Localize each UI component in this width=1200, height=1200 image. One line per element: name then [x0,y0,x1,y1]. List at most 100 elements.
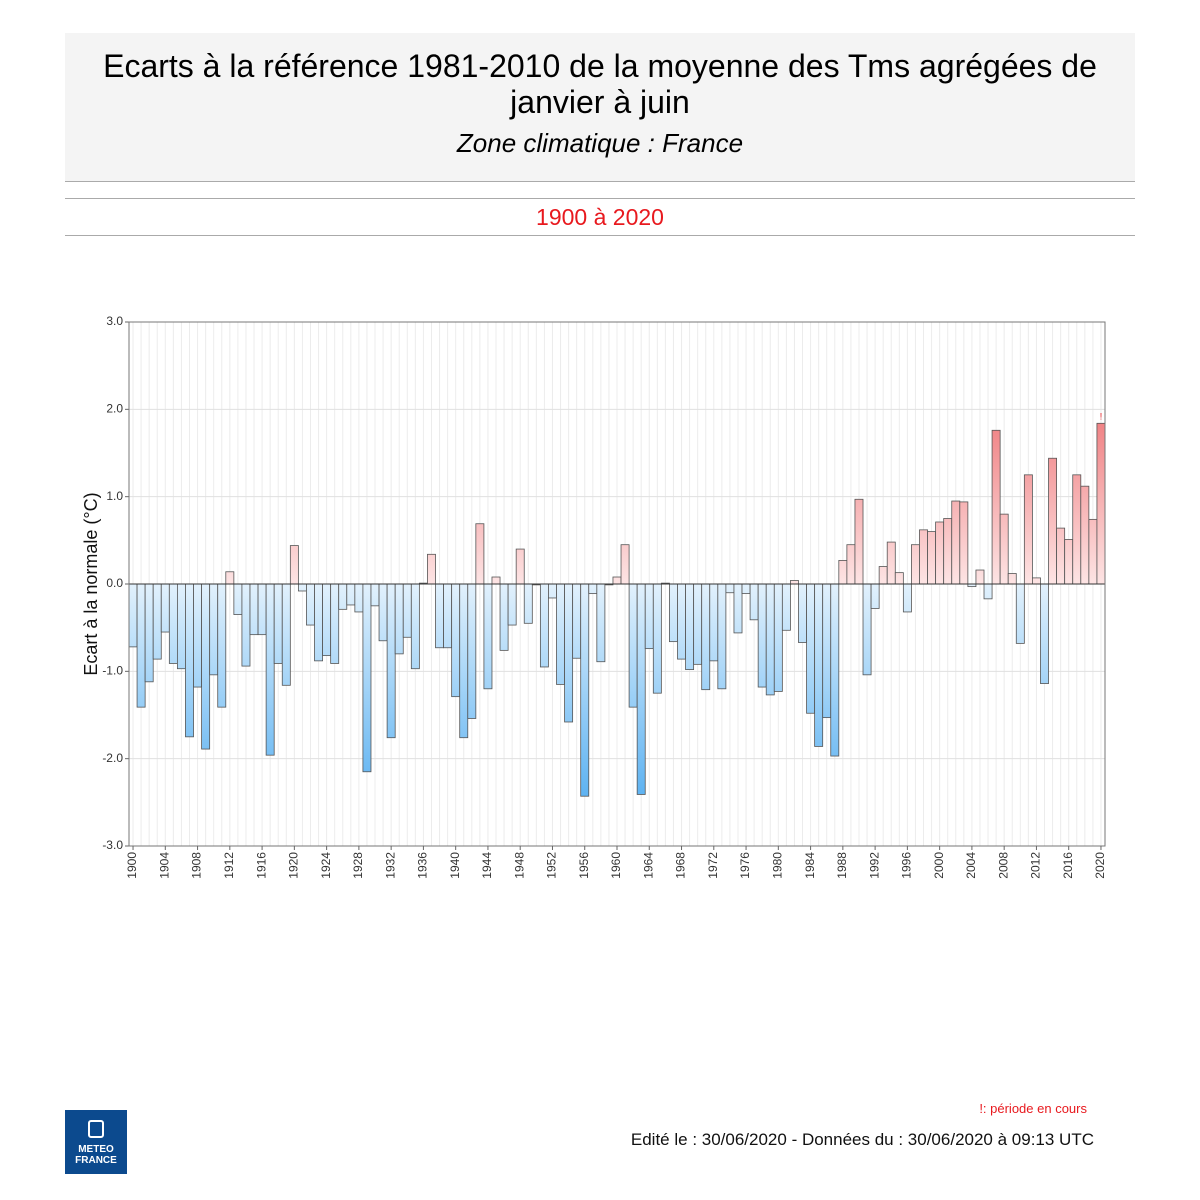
bar [773,583,783,692]
x-tick-label: 1944 [480,852,494,879]
bar [346,583,356,606]
bar [781,583,791,631]
bar [564,583,574,723]
bar [548,583,557,599]
bar [427,553,436,585]
bar [144,583,154,683]
y-tick-label: 1.0 [106,489,123,503]
x-tick-label: 1956 [577,852,591,879]
x-tick-label: 1924 [319,852,333,879]
bar [556,583,565,685]
bar [1088,518,1098,585]
title: Ecarts à la référence 1981-2010 de la mo… [103,48,1097,120]
x-tick-label: 1940 [448,852,462,879]
bar [152,583,162,660]
bar [725,583,735,594]
bar [289,545,299,585]
bar [685,583,695,670]
bar [902,583,912,613]
bar [507,583,517,626]
bar [394,583,404,655]
x-tick-label: 1928 [351,852,365,879]
bar [588,583,598,595]
bar [1096,422,1106,585]
bar [1056,527,1066,585]
bar [233,583,243,615]
bar [943,518,953,585]
bar [959,501,969,585]
bar [354,583,364,613]
bar [209,583,219,676]
bar [999,513,1009,585]
y-tick-label: 3.0 [106,314,123,328]
bar [281,583,291,686]
bar [838,560,848,585]
bar [201,583,211,750]
bar [830,583,840,757]
bar [911,544,920,585]
y-tick-label: -2.0 [102,751,123,765]
bar [515,548,525,585]
y-tick-label: 0.0 [106,576,123,590]
bar [386,583,396,739]
bar [693,583,703,665]
x-tick-label: 1960 [609,852,623,879]
bar [402,583,412,638]
bar [806,583,816,714]
x-tick-label: 1972 [706,852,720,879]
bar [717,583,727,690]
y-tick-label: -1.0 [102,664,123,678]
bar [168,583,178,664]
bar [572,583,582,659]
bar [919,529,928,585]
bar [370,583,380,607]
x-tick-label: 1916 [254,852,268,879]
x-tick-label: 1980 [770,852,784,879]
bar [225,571,235,585]
x-tick-label: 1912 [222,852,236,879]
x-tick-label: 2020 [1093,852,1107,879]
bar [951,500,961,585]
bar [217,583,227,708]
current-mark: ! [1100,412,1103,422]
bar [176,583,186,670]
x-tick-label: 1948 [512,852,526,879]
bar [814,583,824,747]
bar [822,583,832,719]
bar [636,583,646,795]
bar [1032,577,1041,585]
bar [273,583,283,664]
bar [459,583,469,739]
bar [249,583,259,636]
x-tick-label: 1968 [674,852,688,879]
bar [322,583,332,657]
bar [475,523,485,585]
bar [1040,583,1049,684]
bar [314,583,323,662]
bar [1064,539,1074,585]
bar [862,583,872,676]
x-tick-label: 2000 [932,852,946,879]
bar [628,583,638,708]
x-tick-label: 1976 [738,852,752,879]
bar [709,583,719,662]
bar [306,583,315,626]
x-tick-label: 1996 [900,852,914,879]
bar [757,583,767,688]
bar [539,583,549,668]
x-tick-label: 1936 [416,852,430,879]
x-tick-label: 1908 [190,852,204,879]
x-tick-label: 2004 [964,852,978,879]
bar [701,583,711,691]
bar [338,583,348,610]
x-tick-label: 1984 [803,852,817,879]
bar [1048,457,1058,585]
bar [467,583,477,719]
bar [927,531,937,585]
bar [894,572,904,585]
bar [677,583,686,660]
bar [435,583,444,649]
bar [798,583,807,643]
logo: METEO FRANCE [65,1110,127,1174]
